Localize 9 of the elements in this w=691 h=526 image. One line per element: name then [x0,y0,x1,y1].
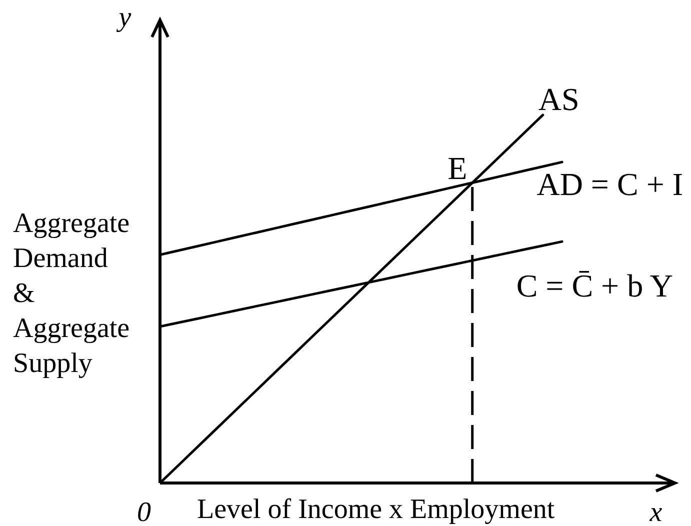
text: 0 [137,497,151,526]
series-label: AS [538,80,580,117]
annotation: E [448,150,468,186]
series-label: C = C̄ + b Y [516,268,674,304]
y-axis-title: Aggregate Demand & Aggregate Supply [13,208,130,379]
text: y [116,2,132,33]
series-label: AD = C + I [536,166,684,202]
text: x [648,497,663,526]
x-axis-title: Level of Income x Employment [197,494,555,525]
